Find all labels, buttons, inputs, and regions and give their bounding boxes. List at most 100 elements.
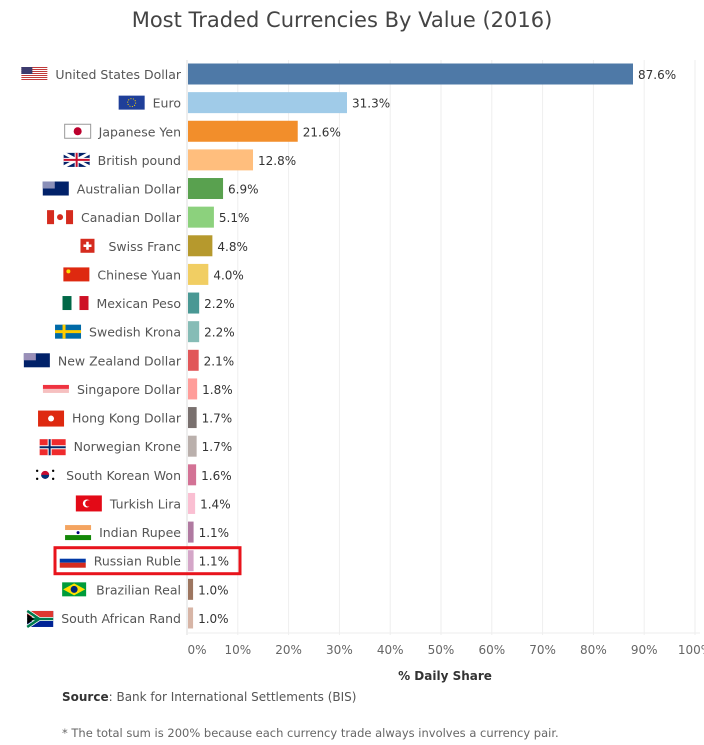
bg [63,267,90,282]
bar [188,321,200,343]
band [27,610,54,618]
canton [42,181,55,189]
category-label: Brazilian Real [96,582,181,597]
data-label: 1.1% [199,555,230,569]
band [65,525,92,531]
category-label: United States Dollar [55,67,181,82]
x-tick-label: 90% [631,643,658,657]
hong-kong-flag-icon [38,410,65,427]
x-tick-label: 0% [187,643,206,657]
category-label: Chinese Yuan [97,267,181,282]
data-label: 2.2% [204,326,235,340]
bar [188,607,194,629]
category-label: Swiss Franc [108,239,181,254]
bar-row: Swedish Krona 2.2% [55,321,235,343]
x-tick-label: 40% [377,643,404,657]
category-label: British pound [98,153,181,168]
cross-red [63,152,90,167]
switzerland-flag-icon [80,238,95,253]
x-tick-label: 30% [326,643,353,657]
category-label: Mexican Peso [97,296,182,311]
stripe [21,69,48,70]
bar [188,206,214,228]
data-label: 2.1% [204,354,235,368]
band [66,210,74,225]
footnote: * The total sum is 200% because each cur… [62,726,559,740]
norway-flag-icon [39,439,66,456]
data-label: 1.0% [198,612,229,626]
band [65,535,92,541]
stripe [21,71,48,72]
sweden-flag-icon [55,324,82,339]
leaf [57,214,64,221]
new-zealand-flag-icon [23,353,50,368]
bar-row: British pound 12.8% [62,149,296,171]
category-label: Hong Kong Dollar [72,411,182,426]
data-label: 4.8% [217,240,248,254]
uk-flag-icon [62,151,91,169]
category-label: New Zealand Dollar [58,353,182,368]
data-label: 21.6% [303,125,341,139]
globe [70,585,78,593]
source-value: : Bank for International Settlements (BI… [108,690,357,704]
data-label: 5.1% [219,211,250,225]
bar-row: Indian Rupee 1.1% [65,521,230,543]
bar [188,292,200,314]
bar [188,492,196,514]
stripe [21,67,48,68]
cross-blue [39,439,66,456]
australia-flag-icon [42,181,69,196]
bar-row: Chinese Yuan 4.0% [63,263,244,285]
data-label: 87.6% [638,68,676,82]
chakra [76,531,80,535]
category-label: Swedish Krona [89,325,181,340]
bar-row: New Zealand Dollar 2.1% [23,349,235,371]
data-label: 2.2% [204,297,235,311]
bar [188,263,209,285]
data-label: 12.8% [258,154,296,168]
category-label: Norwegian Krone [74,439,182,454]
source-text: Source: Bank for International Settlemen… [62,690,356,704]
moon-cut [85,500,92,507]
data-label: 1.6% [201,469,232,483]
category-label: Canadian Dollar [81,210,182,225]
bar-row: United States Dollar 87.6% [21,63,676,85]
bar-row: Norwegian Krone 1.7% [39,435,233,457]
eu-flag-icon [118,95,145,110]
brazil-flag-icon [62,582,87,597]
bar-row: South African Rand 1.0% [26,607,229,629]
star [66,269,71,274]
x-tick-label: 70% [529,643,556,657]
data-label: 1.7% [202,412,233,426]
category-label: Russian Ruble [94,554,182,569]
x-tick-label: 100% [678,643,704,657]
stripe [21,77,48,78]
data-label: 1.1% [199,526,230,540]
bar [188,120,298,142]
band [47,210,55,225]
band [62,296,72,311]
band [59,555,86,560]
bar-row: South Korean Won 1.6% [35,464,232,486]
data-label: 6.9% [228,183,259,197]
band [71,296,80,311]
trigram [35,477,39,481]
stripe [21,75,48,76]
data-label: 1.7% [202,440,233,454]
bar-row: Turkish Lira 1.4% [75,492,231,514]
canada-flag-icon [47,210,74,225]
bar [188,349,199,371]
x-tick-label: 60% [478,643,505,657]
china-flag-icon [63,267,90,282]
trigram [51,469,55,473]
bar-chart: 0% 10% 20% 30% 40% 50% 60% 70% 80% 90% 100% % Daily… [21,60,704,683]
data-label: 31.3% [352,97,390,111]
stripe [21,73,48,74]
category-label: South African Rand [61,611,181,626]
category-label: Euro [153,96,181,111]
taeguk-blue [41,474,50,479]
bar [188,464,197,486]
bar-row: Mexican Peso 2.2% [62,292,235,314]
category-label: Australian Dollar [77,182,182,197]
bar-row: Japanese Yen 21.6% [64,120,341,142]
